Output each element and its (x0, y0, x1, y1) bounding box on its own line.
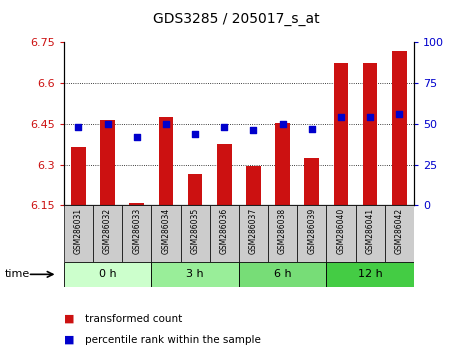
Text: GSM286042: GSM286042 (395, 208, 404, 254)
Text: time: time (5, 269, 30, 279)
Bar (333, 63, 348, 205)
Point (104, 121, 112, 127)
Point (133, 134, 140, 140)
Bar (392, 51, 407, 205)
Text: GSM286035: GSM286035 (191, 208, 200, 254)
Bar (130, 202, 144, 205)
Text: GSM286039: GSM286039 (307, 208, 316, 254)
Bar (188, 174, 202, 205)
Text: GSM286033: GSM286033 (132, 208, 141, 254)
Point (279, 121, 286, 127)
Text: GDS3285 / 205017_s_at: GDS3285 / 205017_s_at (153, 12, 320, 27)
Bar (64, 262, 151, 287)
Point (162, 121, 170, 127)
Bar (100, 120, 115, 205)
Text: GSM286037: GSM286037 (249, 208, 258, 254)
Text: transformed count: transformed count (85, 314, 183, 324)
Text: ■: ■ (64, 335, 74, 345)
Text: ■: ■ (64, 314, 74, 324)
Point (250, 127, 257, 133)
Text: 6 h: 6 h (274, 269, 291, 279)
Bar (217, 144, 232, 205)
Point (337, 115, 345, 120)
Bar (181, 205, 210, 262)
Bar (305, 158, 319, 205)
Text: GSM286031: GSM286031 (74, 208, 83, 254)
Bar (158, 117, 173, 205)
Text: GSM286036: GSM286036 (220, 208, 229, 254)
Point (191, 131, 199, 137)
Point (366, 115, 374, 120)
Text: 0 h: 0 h (99, 269, 116, 279)
Bar (246, 166, 261, 205)
Text: GSM286041: GSM286041 (366, 208, 375, 254)
Text: GSM286034: GSM286034 (161, 208, 170, 254)
Bar (151, 262, 239, 287)
Point (395, 111, 403, 117)
Bar (326, 262, 414, 287)
Bar (122, 205, 151, 262)
Bar (385, 205, 414, 262)
Text: percentile rank within the sample: percentile rank within the sample (85, 335, 261, 345)
Bar (93, 205, 122, 262)
Bar (64, 205, 93, 262)
Text: GSM286040: GSM286040 (336, 208, 345, 254)
Bar (210, 205, 239, 262)
Bar (151, 205, 181, 262)
Bar (239, 205, 268, 262)
Point (220, 124, 228, 130)
Text: 12 h: 12 h (358, 269, 383, 279)
Bar (275, 122, 290, 205)
Bar (326, 205, 356, 262)
Bar (363, 63, 377, 205)
Point (75, 124, 82, 130)
Bar (239, 262, 326, 287)
Bar (297, 205, 326, 262)
Bar (268, 205, 297, 262)
Bar (71, 147, 86, 205)
Text: GSM286038: GSM286038 (278, 208, 287, 254)
Bar (356, 205, 385, 262)
Text: GSM286032: GSM286032 (103, 208, 112, 254)
Text: 3 h: 3 h (186, 269, 204, 279)
Point (308, 126, 315, 132)
